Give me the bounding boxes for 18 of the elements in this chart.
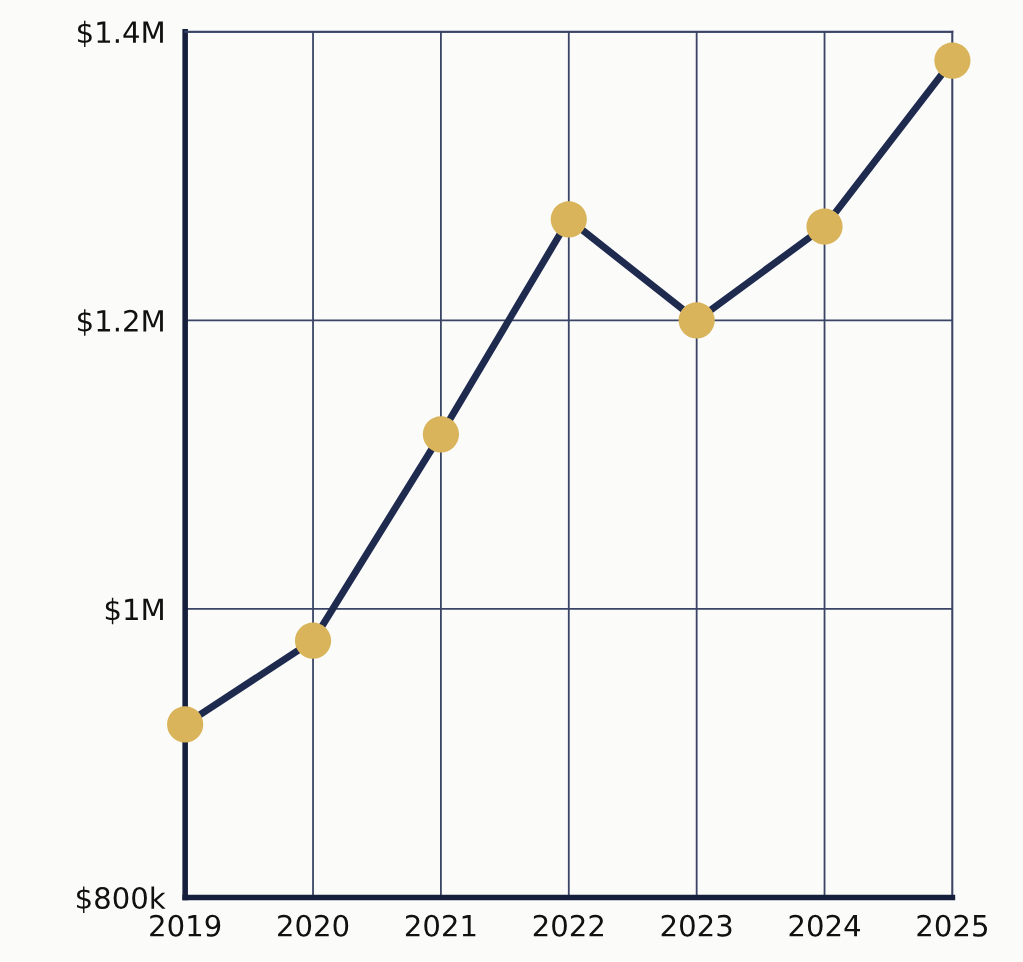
point	[550, 201, 587, 238]
point	[678, 302, 715, 339]
x-tick-label: 2022	[533, 914, 603, 937]
x-tick-label: 2019	[150, 914, 221, 937]
x-tick-label: 2023	[661, 914, 732, 937]
x-tick-label: 2024	[789, 914, 861, 937]
y-tick-label: $800k	[77, 886, 166, 913]
point	[294, 622, 332, 659]
point	[422, 416, 460, 453]
point	[934, 42, 971, 79]
x-tick-label: 2025	[917, 914, 987, 937]
point	[806, 208, 843, 245]
x-tick-label: 2020	[278, 914, 349, 937]
x-tick-label: 2021	[405, 914, 476, 937]
y-tick-label: $1M	[105, 597, 163, 625]
point	[167, 706, 204, 743]
y-tick-label: $1.2M	[78, 309, 163, 336]
y-tick-label: $1.4M	[78, 20, 163, 48]
